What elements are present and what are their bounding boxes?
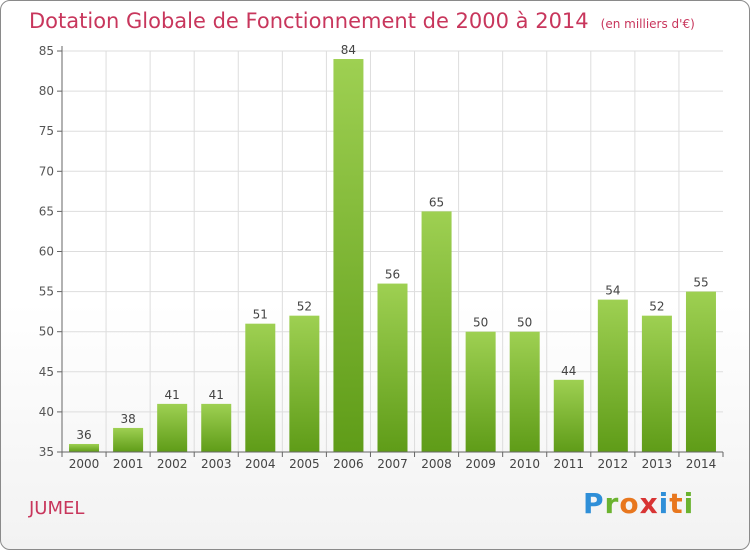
data-label: 65 bbox=[429, 195, 444, 209]
y-tick-label: 70 bbox=[39, 164, 54, 178]
data-label: 56 bbox=[385, 268, 400, 282]
bar bbox=[597, 299, 628, 452]
data-label: 41 bbox=[209, 388, 224, 402]
x-tick-label: 2006 bbox=[333, 457, 364, 471]
title-text: Dotation Globale de Fonctionnement de 20… bbox=[29, 9, 589, 33]
bar bbox=[685, 291, 716, 452]
x-tick-label: 2003 bbox=[201, 457, 232, 471]
bar-layer bbox=[69, 59, 716, 453]
proxiti-logo[interactable]: Proxiti bbox=[583, 487, 694, 520]
x-tick-label: 2004 bbox=[245, 457, 276, 471]
bar bbox=[641, 315, 672, 452]
bar bbox=[69, 443, 100, 452]
data-label: 51 bbox=[253, 308, 268, 322]
bar bbox=[245, 323, 276, 452]
logo-letter: i bbox=[658, 487, 670, 520]
logo-letter: o bbox=[619, 487, 640, 520]
y-tick-label: 50 bbox=[39, 325, 54, 339]
data-label: 52 bbox=[297, 300, 312, 314]
y-tick-label: 45 bbox=[39, 365, 54, 379]
bar bbox=[333, 59, 364, 453]
axis-layer bbox=[57, 46, 724, 457]
y-tick-label: 80 bbox=[39, 84, 54, 98]
x-tick-label: 2002 bbox=[157, 457, 188, 471]
bar bbox=[201, 403, 232, 452]
bar bbox=[553, 379, 584, 452]
x-tick-label: 2010 bbox=[509, 457, 540, 471]
y-tick-label: 85 bbox=[39, 44, 54, 58]
label-layer: 35 40 45 50 55 60 65 70 75 80 85 36 2000 38 2001 41 2002… bbox=[39, 43, 717, 471]
bar bbox=[465, 331, 496, 452]
data-label: 41 bbox=[165, 388, 180, 402]
logo-letter: r bbox=[604, 487, 620, 520]
x-tick-label: 2013 bbox=[642, 457, 673, 471]
data-label: 52 bbox=[649, 300, 664, 314]
x-tick-label: 2011 bbox=[553, 457, 584, 471]
data-label: 38 bbox=[120, 412, 135, 426]
bar bbox=[509, 331, 540, 452]
logo-letter: P bbox=[583, 487, 605, 520]
x-tick-label: 2012 bbox=[598, 457, 629, 471]
data-label: 50 bbox=[473, 316, 488, 330]
logo-letter: i bbox=[683, 487, 695, 520]
bar bbox=[113, 427, 144, 452]
data-label: 44 bbox=[561, 364, 576, 378]
bar bbox=[377, 283, 408, 452]
x-tick-label: 2000 bbox=[69, 457, 100, 471]
x-tick-label: 2008 bbox=[421, 457, 452, 471]
data-label: 84 bbox=[341, 43, 356, 57]
data-label: 54 bbox=[605, 284, 620, 298]
x-tick-label: 2007 bbox=[377, 457, 408, 471]
x-tick-label: 2014 bbox=[686, 457, 717, 471]
logo-letter: x bbox=[639, 487, 659, 520]
commune-name: JUMEL bbox=[29, 498, 85, 519]
y-tick-label: 60 bbox=[39, 245, 54, 259]
y-tick-label: 40 bbox=[39, 405, 54, 419]
y-tick-label: 55 bbox=[39, 285, 54, 299]
y-tick-label: 75 bbox=[39, 124, 54, 138]
y-tick-label: 35 bbox=[39, 445, 54, 459]
bar-chart: 35 40 45 50 55 60 65 70 75 80 85 36 2000 38 2001 41 2002… bbox=[39, 43, 724, 471]
bar bbox=[157, 403, 188, 452]
title-unit: (en milliers d'€) bbox=[600, 17, 695, 31]
x-tick-label: 2005 bbox=[289, 457, 320, 471]
y-tick-label: 65 bbox=[39, 204, 54, 218]
chart-title: Dotation Globale de Fonctionnement de 20… bbox=[29, 9, 695, 33]
bar bbox=[421, 211, 452, 452]
data-label: 50 bbox=[517, 316, 532, 330]
x-tick-label: 2001 bbox=[113, 457, 144, 471]
data-label: 36 bbox=[76, 428, 91, 442]
bar bbox=[289, 315, 320, 452]
x-tick-label: 2009 bbox=[465, 457, 496, 471]
data-label: 55 bbox=[693, 276, 708, 290]
logo-letter: t bbox=[669, 487, 684, 520]
